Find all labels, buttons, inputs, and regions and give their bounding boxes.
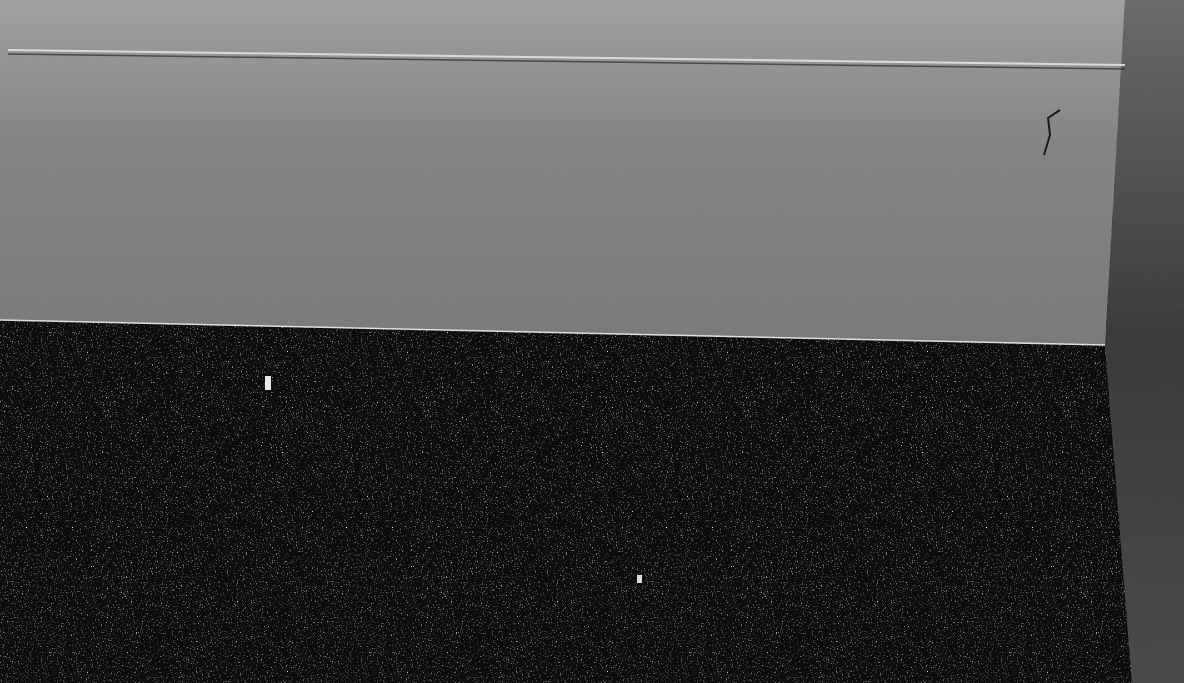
crack-mark — [1043, 109, 1061, 156]
boundary-line — [0, 319, 1106, 346]
wall-surface — [0, 0, 1125, 345]
bright-speck — [637, 575, 642, 583]
side-strip — [1105, 0, 1184, 683]
dark-floor — [0, 320, 1132, 683]
bright-speck — [265, 376, 271, 390]
